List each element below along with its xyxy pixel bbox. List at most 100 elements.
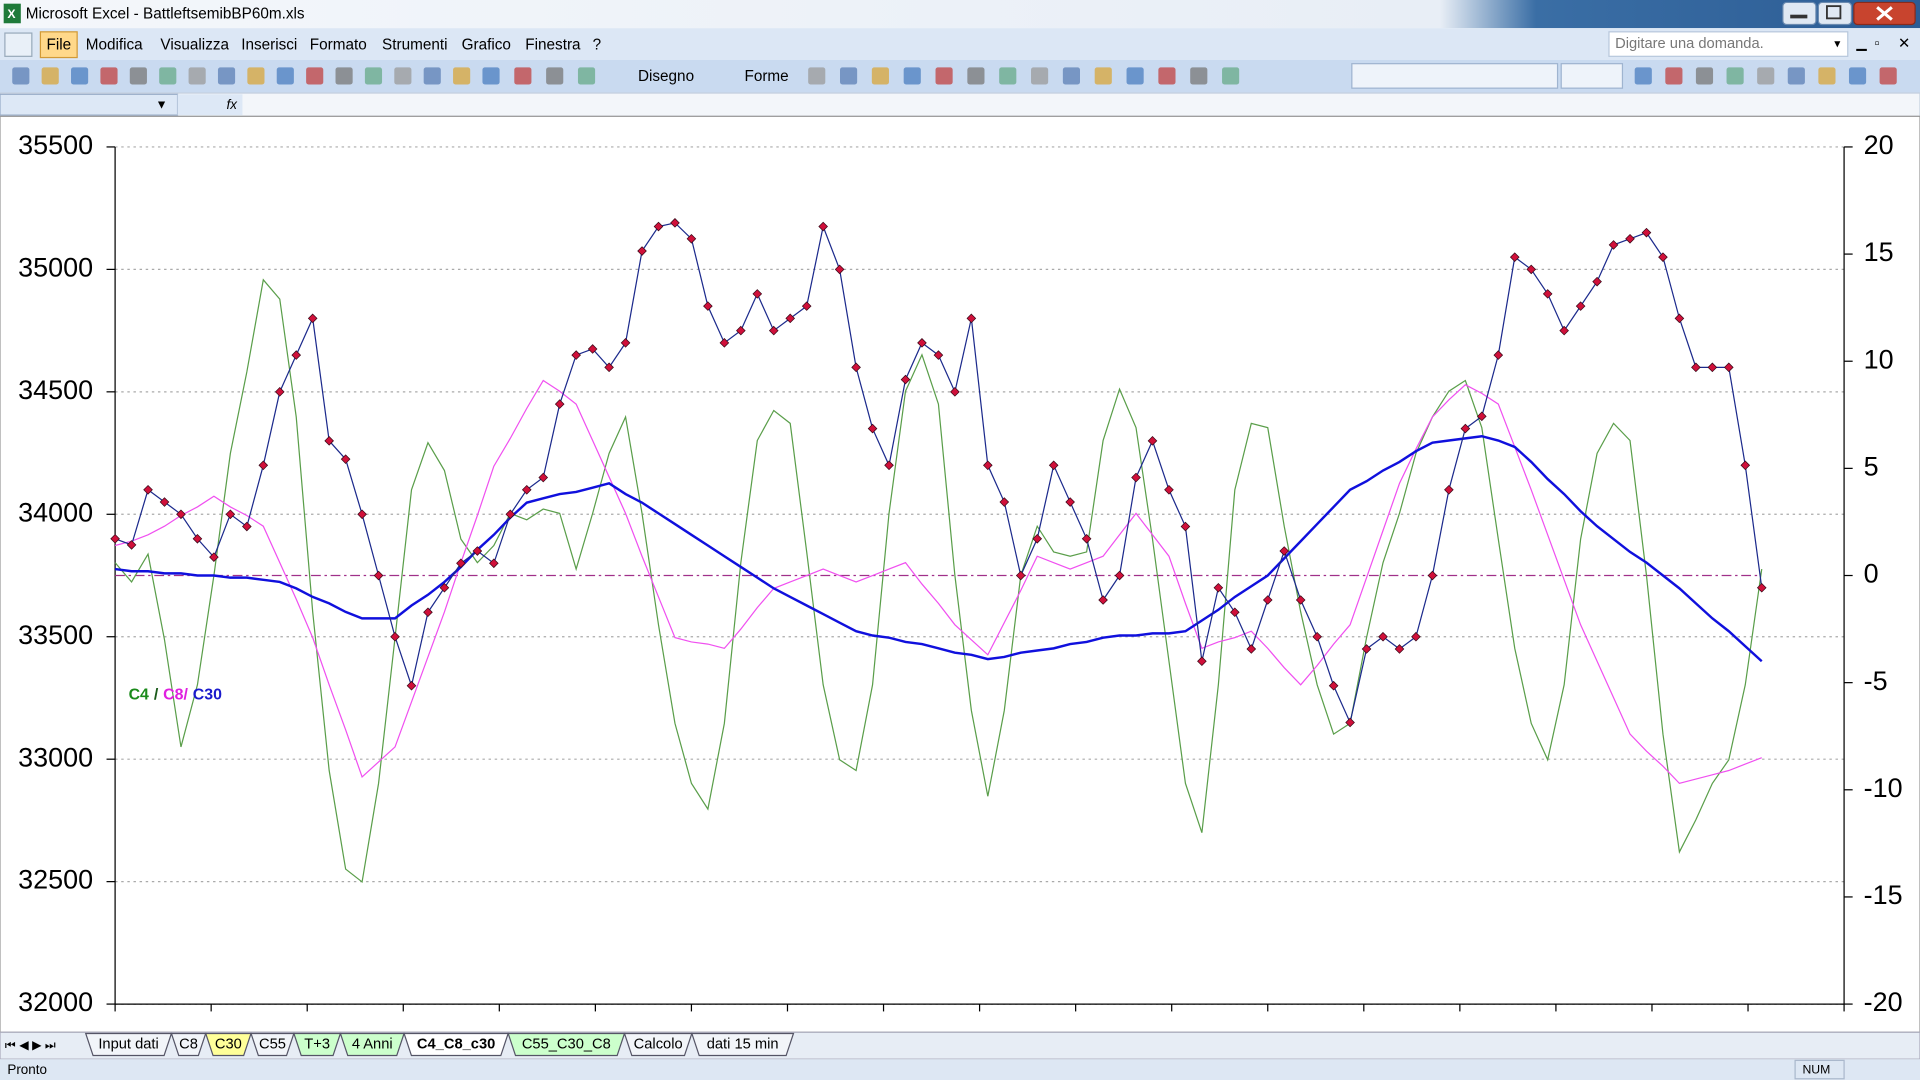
- tab-nav[interactable]: ⏮ ◀ ▶ ⏭: [5, 1038, 56, 1052]
- toolbar-icon[interactable]: [514, 67, 532, 85]
- toolbar-icon[interactable]: [1695, 67, 1714, 85]
- y2-tick-label: -10: [1864, 773, 1903, 803]
- toolbar-icon[interactable]: [1818, 67, 1836, 85]
- sheet-tab[interactable]: [690, 1032, 795, 1057]
- toolbar-icon[interactable]: [276, 67, 294, 85]
- toolbar-icon[interactable]: [100, 67, 118, 85]
- fx-button[interactable]: fx: [227, 97, 239, 112]
- toolbar-icon[interactable]: [577, 67, 596, 85]
- toolbar-icon[interactable]: [1665, 67, 1683, 85]
- data-marker: [851, 362, 861, 373]
- app-icon-glyph: X: [7, 7, 16, 21]
- toolbar-icon[interactable]: [364, 67, 383, 85]
- data-marker: [818, 221, 828, 232]
- toolbar-icon[interactable]: [159, 67, 177, 85]
- toolbar-icon[interactable]: [71, 67, 89, 85]
- sheet-tab[interactable]: [623, 1032, 693, 1057]
- menu-item[interactable]: Strumenti: [382, 36, 447, 53]
- toolbar-icon[interactable]: [999, 67, 1017, 85]
- toolbar-icon[interactable]: [1634, 67, 1652, 85]
- menu-item[interactable]: Modifica: [86, 36, 143, 53]
- data-marker: [1444, 484, 1454, 495]
- toolbar-icon[interactable]: [247, 67, 265, 85]
- toolbar-icon[interactable]: [423, 67, 441, 85]
- toolbar-icon[interactable]: [1787, 67, 1805, 85]
- toolbar-icon[interactable]: [1158, 67, 1176, 85]
- data-marker: [1131, 472, 1141, 483]
- sheet-tab[interactable]: [339, 1032, 405, 1057]
- toolbar-icon[interactable]: [1879, 67, 1897, 85]
- data-marker: [357, 509, 367, 520]
- data-marker: [538, 472, 549, 483]
- data-marker: [736, 325, 746, 336]
- name-box[interactable]: [0, 93, 179, 116]
- sheet-tab[interactable]: [507, 1032, 626, 1057]
- toolbar-icon[interactable]: [306, 67, 324, 85]
- menu-item[interactable]: Formato: [310, 36, 367, 53]
- doc-restore[interactable]: ▫: [1875, 36, 1880, 51]
- toolbar-icon[interactable]: [935, 67, 953, 85]
- size-box[interactable]: [1560, 63, 1624, 89]
- data-marker: [620, 338, 631, 348]
- toolbar-icon[interactable]: [129, 67, 147, 85]
- draw-menu[interactable]: Disegno: [638, 68, 694, 85]
- sheet-tabs: Input dati C8 C30 C55 T+3 4 Anni C4_C8_c30 C55_…: [84, 1032, 795, 1057]
- sheet-tab[interactable]: [204, 1032, 252, 1057]
- toolbar-icon[interactable]: [1126, 67, 1144, 85]
- data-marker: [176, 509, 186, 520]
- toolbar-icon[interactable]: [188, 67, 206, 85]
- sheet-tab[interactable]: [250, 1032, 295, 1057]
- toolbar-icon[interactable]: [482, 67, 500, 85]
- toolbar-icon[interactable]: [1848, 67, 1867, 85]
- data-marker: [1295, 595, 1306, 605]
- sheet-tab[interactable]: [84, 1032, 173, 1057]
- toolbar-icon[interactable]: [967, 67, 985, 85]
- toolbar-icon[interactable]: [453, 67, 471, 85]
- toolbar-icon[interactable]: [808, 67, 826, 85]
- data-marker: [1081, 533, 1092, 544]
- sheet-tab[interactable]: [293, 1032, 342, 1057]
- toolbar-icon[interactable]: [394, 67, 412, 85]
- menu-item[interactable]: Finestra: [525, 36, 581, 53]
- y2-tick-label: 0: [1864, 559, 1879, 589]
- toolbar-icon[interactable]: [335, 67, 353, 85]
- toolbar-icon[interactable]: [217, 67, 236, 85]
- toolbar-icon[interactable]: [1094, 67, 1112, 85]
- data-marker: [324, 436, 334, 446]
- toolbar-icon[interactable]: [41, 67, 59, 85]
- toolbar-icon[interactable]: [1222, 67, 1240, 85]
- toolbar-icon[interactable]: [12, 67, 30, 85]
- menu-item[interactable]: ?: [593, 36, 602, 53]
- toolbar-icon[interactable]: [840, 67, 858, 85]
- menu-item[interactable]: Grafico: [462, 36, 511, 53]
- doc-min[interactable]: ▁: [1855, 36, 1867, 52]
- toolbar-icon[interactable]: [1726, 67, 1744, 85]
- toolbar-icon[interactable]: [1757, 67, 1775, 85]
- shapes-menu[interactable]: Forme: [744, 68, 788, 85]
- toolbar-icon[interactable]: [1062, 67, 1080, 85]
- sheet-tab[interactable]: [170, 1032, 207, 1057]
- toolbar-icon[interactable]: [903, 67, 921, 85]
- menu-highlight: [39, 31, 78, 59]
- data-marker: [1493, 350, 1504, 360]
- window-title: Microsoft Excel - BattleftsemibBP60m.xls: [26, 6, 305, 23]
- font-box[interactable]: [1351, 63, 1559, 89]
- data-marker: [686, 233, 697, 244]
- num-indicator: NUM: [1802, 1062, 1830, 1076]
- toolbar-icon[interactable]: [1190, 67, 1208, 85]
- search-box[interactable]: [1608, 31, 1849, 57]
- y-tick-label: 32500: [18, 865, 93, 895]
- sheet-tab[interactable]: [403, 1032, 510, 1057]
- minimize-button[interactable]: [1782, 1, 1817, 26]
- doc-close[interactable]: ✕: [1898, 36, 1910, 52]
- y-tick-label: 34000: [18, 497, 93, 527]
- toolbar-icon[interactable]: [546, 67, 564, 85]
- toolbar-icon[interactable]: [871, 67, 889, 85]
- data-marker: [110, 533, 120, 544]
- menu-item[interactable]: File: [47, 36, 72, 53]
- toolbar-icon[interactable]: [1031, 67, 1049, 85]
- menu-item[interactable]: Visualizza: [160, 36, 229, 53]
- menu-item[interactable]: Inserisci: [241, 36, 297, 53]
